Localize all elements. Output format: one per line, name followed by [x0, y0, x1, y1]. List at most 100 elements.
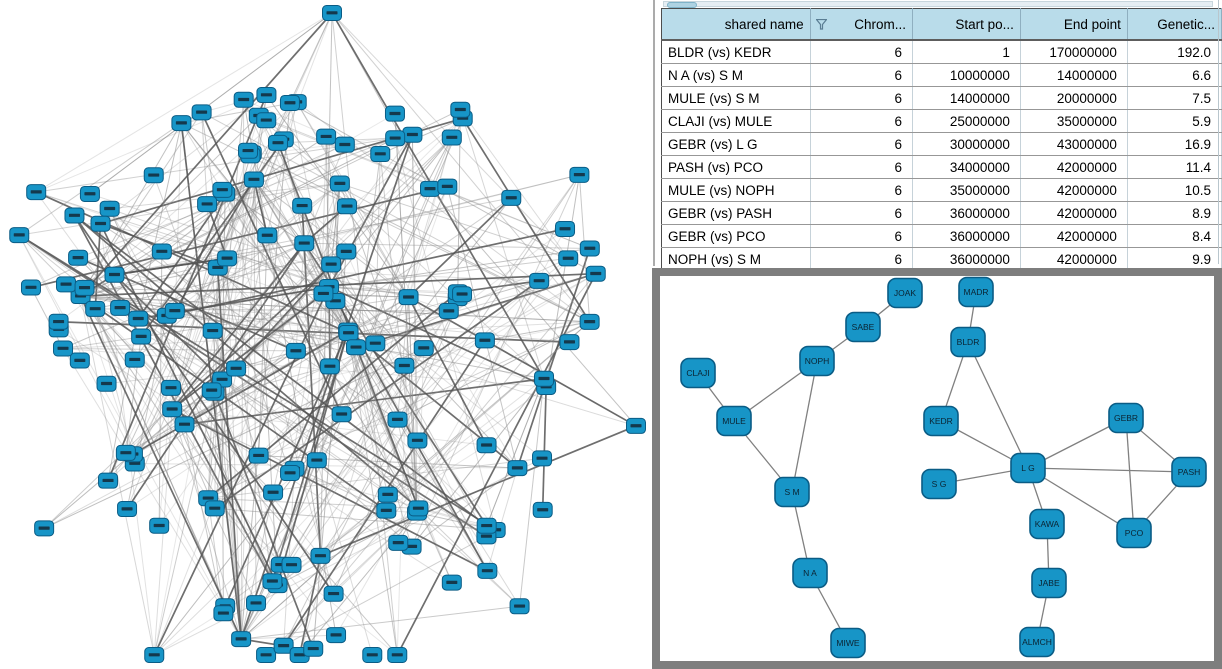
overview-node[interactable] [555, 220, 576, 237]
overview-node[interactable] [558, 250, 579, 267]
overview-node[interactable] [64, 207, 85, 224]
cell-shared-name[interactable]: N A (vs) S M [661, 63, 811, 87]
node-shape[interactable] [680, 357, 716, 389]
overview-node[interactable] [387, 411, 408, 428]
overview-node[interactable] [437, 178, 458, 195]
overview-node[interactable] [128, 310, 149, 327]
overview-node[interactable] [213, 605, 234, 622]
edge-GEBR-PCO[interactable] [1125, 417, 1135, 534]
overview-node[interactable] [26, 184, 47, 201]
overview-node[interactable] [385, 130, 406, 147]
overview-node[interactable] [281, 556, 302, 573]
table-row[interactable]: BLDR (vs) KEDR 6 1 170000000 192.0 [661, 40, 1222, 64]
overview-node[interactable] [450, 101, 471, 118]
cell-value[interactable]: 42000000 [1020, 155, 1128, 179]
overview-node[interactable] [362, 647, 383, 663]
overview-node[interactable] [48, 313, 69, 330]
overview-node[interactable] [559, 334, 580, 351]
overview-node[interactable] [90, 215, 111, 232]
overview-node[interactable] [626, 417, 646, 434]
node-NOPH[interactable]: NOPH [799, 345, 835, 377]
overview-node[interactable] [477, 562, 498, 579]
overview-node[interactable] [174, 416, 195, 433]
node-shape[interactable] [1010, 452, 1046, 484]
overview-node[interactable] [151, 243, 172, 260]
cell-value[interactable]: 16.9 [1127, 132, 1222, 156]
edge-LG-PASH[interactable] [1027, 467, 1190, 473]
overview-node[interactable] [68, 249, 89, 266]
cell-value[interactable]: 192.0 [1127, 40, 1222, 64]
cell-value[interactable]: 7.5 [1127, 86, 1222, 110]
overview-node[interactable] [370, 146, 391, 163]
cell-value[interactable]: 6 [810, 201, 914, 225]
overview-node[interactable] [246, 595, 267, 612]
overview-node[interactable] [231, 631, 252, 648]
overview-node[interactable] [316, 128, 337, 145]
node-JABE[interactable]: JABE [1031, 567, 1067, 599]
cell-value[interactable]: 35000000 [912, 178, 1021, 202]
overview-node[interactable] [398, 289, 419, 306]
overview-node[interactable] [306, 452, 327, 469]
overview-node[interactable] [474, 332, 495, 349]
overview-node[interactable] [162, 401, 183, 418]
cell-value[interactable]: 43000000 [1020, 132, 1128, 156]
cell-value[interactable]: 6 [810, 109, 914, 133]
overview-node[interactable] [85, 300, 106, 317]
overview-node[interactable] [329, 175, 350, 192]
cell-value[interactable]: 20000000 [1020, 86, 1128, 110]
overview-node[interactable] [579, 240, 600, 257]
overview-node[interactable] [262, 573, 283, 590]
cell-value[interactable]: 14000000 [1020, 63, 1128, 87]
overview-node[interactable] [79, 185, 100, 202]
panel-splitter[interactable] [653, 0, 655, 266]
overview-node[interactable] [452, 286, 473, 303]
table-row[interactable]: MULE (vs) NOPH 6 35000000 42000000 10.5 [661, 178, 1222, 202]
cell-value[interactable]: 6 [810, 178, 914, 202]
cell-shared-name[interactable]: GEBR (vs) L G [661, 132, 811, 156]
overview-node[interactable] [420, 180, 441, 197]
cell-value[interactable]: 10.5 [1127, 178, 1222, 202]
cell-shared-name[interactable]: PASH (vs) PCO [661, 155, 811, 179]
cell-value[interactable]: 10000000 [912, 63, 1021, 87]
node-shape[interactable] [792, 557, 828, 589]
cell-value[interactable]: 6 [810, 224, 914, 248]
overview-node[interactable] [569, 166, 590, 183]
node-shape[interactable] [921, 468, 957, 500]
cell-value[interactable]: 42000000 [1020, 224, 1128, 248]
table-row[interactable]: N A (vs) S M 6 10000000 14000000 6.6 [661, 63, 1222, 87]
table-row[interactable]: CLAJI (vs) MULE 6 25000000 35000000 5.9 [661, 109, 1222, 133]
overview-node[interactable] [310, 547, 331, 564]
overview-node[interactable] [238, 142, 259, 159]
overview-node[interactable] [34, 520, 55, 537]
node-shape[interactable] [799, 345, 835, 377]
overview-node[interactable] [217, 250, 238, 267]
table-row[interactable]: GEBR (vs) PASH 6 36000000 42000000 8.9 [661, 201, 1222, 225]
node-SABE[interactable]: SABE [845, 311, 881, 343]
overview-node[interactable] [322, 5, 342, 21]
overview-node[interactable] [164, 302, 185, 319]
overview-node[interactable] [313, 285, 334, 302]
overview-node[interactable] [476, 437, 497, 454]
overview-node[interactable] [323, 585, 344, 602]
overview-node[interactable] [149, 517, 170, 534]
table-row[interactable]: GEBR (vs) L G 6 30000000 43000000 16.9 [661, 132, 1222, 156]
node-KEDR[interactable]: KEDR [923, 405, 959, 437]
cell-shared-name[interactable]: NOPH (vs) S M [661, 247, 811, 271]
node-NA[interactable]: N A [792, 557, 828, 589]
node-PCO[interactable]: PCO [1116, 517, 1152, 549]
overview-node[interactable] [117, 501, 138, 518]
node-SG[interactable]: S G [921, 468, 957, 500]
cell-shared-name[interactable]: MULE (vs) NOPH [661, 178, 811, 202]
overview-node[interactable] [501, 189, 522, 206]
overview-node[interactable] [160, 379, 181, 396]
overview-node[interactable] [441, 574, 462, 591]
overview-node[interactable] [394, 357, 415, 374]
cell-value[interactable]: 30000000 [912, 132, 1021, 156]
overview-node[interactable] [74, 279, 95, 296]
overview-node[interactable] [56, 276, 77, 293]
overview-node[interactable] [534, 370, 555, 387]
node-shape[interactable] [1031, 567, 1067, 599]
overview-node[interactable] [143, 167, 164, 184]
node-MADR[interactable]: MADR [958, 276, 994, 308]
cell-value[interactable]: 1 [912, 40, 1021, 64]
